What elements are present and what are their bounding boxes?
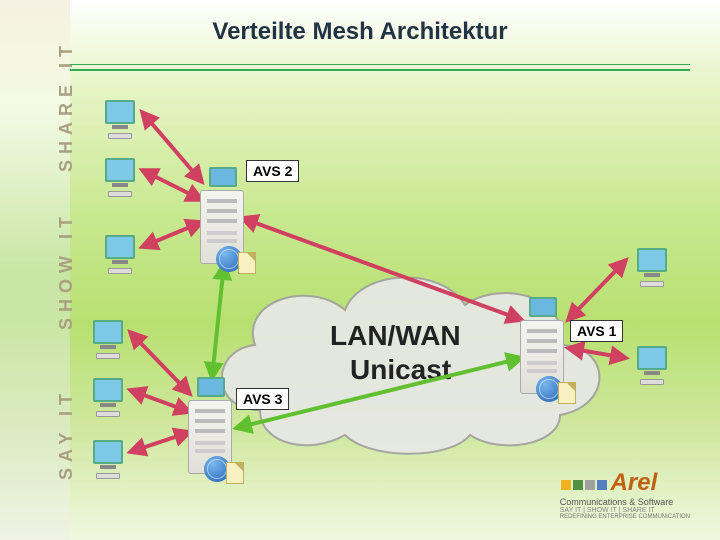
monitor-icon <box>105 158 135 182</box>
keyboard-icon <box>640 379 664 385</box>
keyboard-icon <box>640 281 664 287</box>
logo-sq <box>585 480 595 490</box>
monitor-icon <box>637 248 667 272</box>
logo-tag1: SAY IT | SHOW IT | SHARE IT <box>560 507 690 514</box>
monitor-icon <box>93 378 123 402</box>
client-workstation <box>630 346 674 390</box>
server-monitor-icon <box>197 377 225 397</box>
note-icon <box>226 462 244 484</box>
keyboard-icon <box>108 191 132 197</box>
client-workstation <box>98 235 142 279</box>
client-workstation <box>86 440 130 484</box>
logo-brand: Arel <box>611 469 658 496</box>
monitor-icon <box>93 320 123 344</box>
center-label-2: Unicast <box>350 354 451 386</box>
note-icon <box>238 252 256 274</box>
client-workstation <box>98 100 142 144</box>
center-label-1: LAN/WAN <box>330 320 461 352</box>
keyboard-icon <box>96 353 120 359</box>
monitor-icon <box>93 440 123 464</box>
connection-arrow <box>142 222 202 247</box>
logo-tag2: REDEFINING ENTERPRISE COMMUNICATION <box>560 514 690 520</box>
server-monitor-icon <box>529 297 557 317</box>
server-monitor-icon <box>209 167 237 187</box>
monitor-icon <box>637 346 667 370</box>
note-icon <box>558 382 576 404</box>
logo-sq <box>573 480 583 490</box>
client-workstation <box>630 248 674 292</box>
connection-arrow <box>130 390 190 412</box>
keyboard-icon <box>108 133 132 139</box>
connection-arrow <box>142 170 202 200</box>
server-label: AVS 3 <box>236 388 289 410</box>
logo: Arel Communications & Software SAY IT | … <box>560 469 690 520</box>
keyboard-icon <box>96 411 120 417</box>
client-workstation <box>86 320 130 364</box>
keyboard-icon <box>96 473 120 479</box>
keyboard-icon <box>108 268 132 274</box>
server-label: AVS 2 <box>246 160 299 182</box>
connection-arrow <box>142 112 202 182</box>
connection-arrow <box>130 332 190 394</box>
connection-arrow <box>130 432 190 452</box>
server-label: AVS 1 <box>570 320 623 342</box>
diagram-stage: LAN/WAN Unicast AVS 2 AVS 3 AVS 1 <box>0 0 720 540</box>
logo-sq <box>597 480 607 490</box>
monitor-icon <box>105 100 135 124</box>
logo-sq <box>561 480 571 490</box>
client-workstation <box>98 158 142 202</box>
client-workstation <box>86 378 130 422</box>
monitor-icon <box>105 235 135 259</box>
logo-subtitle: Communications & Software <box>560 497 690 507</box>
